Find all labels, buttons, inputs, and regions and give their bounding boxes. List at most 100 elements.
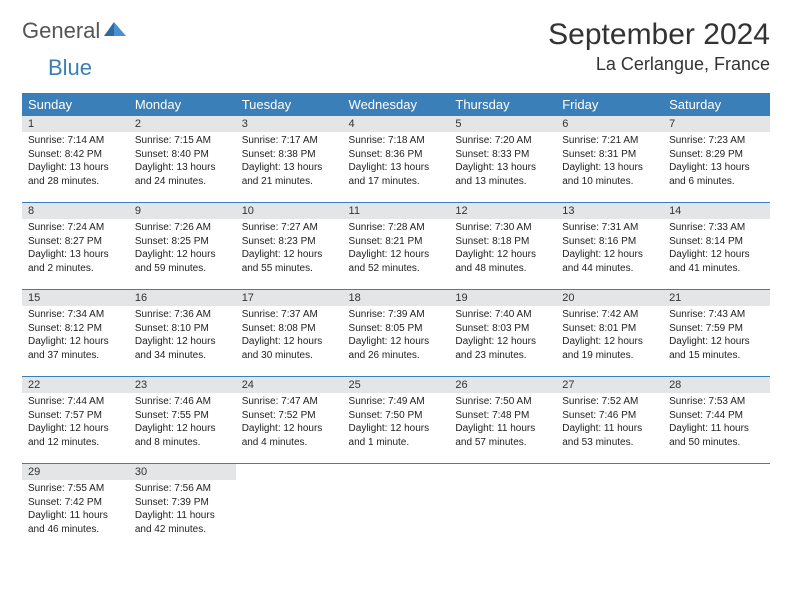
sunset-line: Sunset: 8:01 PM [562, 322, 657, 336]
daylight-line: Daylight: 12 hours and 52 minutes. [349, 248, 444, 275]
weekday-header: Friday [556, 93, 663, 116]
day-content: Sunrise: 7:28 AMSunset: 8:21 PMDaylight:… [343, 219, 450, 279]
sunrise-line: Sunrise: 7:53 AM [669, 395, 764, 409]
sunrise-line: Sunrise: 7:28 AM [349, 221, 444, 235]
sunset-line: Sunset: 7:48 PM [455, 409, 550, 423]
sunset-line: Sunset: 8:42 PM [28, 148, 123, 162]
location-label: La Cerlangue, France [548, 54, 770, 75]
calendar-day: 1Sunrise: 7:14 AMSunset: 8:42 PMDaylight… [22, 116, 129, 203]
sunrise-line: Sunrise: 7:21 AM [562, 134, 657, 148]
daylight-line: Daylight: 12 hours and 48 minutes. [455, 248, 550, 275]
sunset-line: Sunset: 8:08 PM [242, 322, 337, 336]
day-content: Sunrise: 7:36 AMSunset: 8:10 PMDaylight:… [129, 306, 236, 366]
day-number: 24 [236, 377, 343, 393]
sunrise-line: Sunrise: 7:40 AM [455, 308, 550, 322]
sunrise-line: Sunrise: 7:43 AM [669, 308, 764, 322]
day-number: 8 [22, 203, 129, 219]
daylight-line: Daylight: 13 hours and 10 minutes. [562, 161, 657, 188]
calendar-week: 1Sunrise: 7:14 AMSunset: 8:42 PMDaylight… [22, 116, 770, 203]
weekday-header: Thursday [449, 93, 556, 116]
calendar-day: 13Sunrise: 7:31 AMSunset: 8:16 PMDayligh… [556, 203, 663, 290]
calendar-day-empty [343, 464, 450, 551]
daylight-line: Daylight: 12 hours and 15 minutes. [669, 335, 764, 362]
day-number: 30 [129, 464, 236, 480]
sunset-line: Sunset: 8:33 PM [455, 148, 550, 162]
sunrise-line: Sunrise: 7:30 AM [455, 221, 550, 235]
sunrise-line: Sunrise: 7:44 AM [28, 395, 123, 409]
day-content: Sunrise: 7:31 AMSunset: 8:16 PMDaylight:… [556, 219, 663, 279]
day-number [236, 464, 343, 480]
day-content: Sunrise: 7:40 AMSunset: 8:03 PMDaylight:… [449, 306, 556, 366]
calendar-day: 14Sunrise: 7:33 AMSunset: 8:14 PMDayligh… [663, 203, 770, 290]
day-content: Sunrise: 7:24 AMSunset: 8:27 PMDaylight:… [22, 219, 129, 279]
day-number: 16 [129, 290, 236, 306]
daylight-line: Daylight: 12 hours and 44 minutes. [562, 248, 657, 275]
sunset-line: Sunset: 7:50 PM [349, 409, 444, 423]
calendar-day: 9Sunrise: 7:26 AMSunset: 8:25 PMDaylight… [129, 203, 236, 290]
day-number: 7 [663, 116, 770, 132]
sunset-line: Sunset: 7:44 PM [669, 409, 764, 423]
calendar-day-empty [663, 464, 770, 551]
daylight-line: Daylight: 12 hours and 19 minutes. [562, 335, 657, 362]
calendar-day-empty [556, 464, 663, 551]
calendar-day-empty [236, 464, 343, 551]
sunrise-line: Sunrise: 7:42 AM [562, 308, 657, 322]
day-number: 23 [129, 377, 236, 393]
calendar-day: 30Sunrise: 7:56 AMSunset: 7:39 PMDayligh… [129, 464, 236, 551]
sunset-line: Sunset: 7:57 PM [28, 409, 123, 423]
weekday-header: Monday [129, 93, 236, 116]
calendar-day: 16Sunrise: 7:36 AMSunset: 8:10 PMDayligh… [129, 290, 236, 377]
calendar-day: 12Sunrise: 7:30 AMSunset: 8:18 PMDayligh… [449, 203, 556, 290]
daylight-line: Daylight: 13 hours and 2 minutes. [28, 248, 123, 275]
sunset-line: Sunset: 7:52 PM [242, 409, 337, 423]
sunrise-line: Sunrise: 7:56 AM [135, 482, 230, 496]
day-content: Sunrise: 7:26 AMSunset: 8:25 PMDaylight:… [129, 219, 236, 279]
calendar-day: 2Sunrise: 7:15 AMSunset: 8:40 PMDaylight… [129, 116, 236, 203]
daylight-line: Daylight: 12 hours and 59 minutes. [135, 248, 230, 275]
daylight-line: Daylight: 12 hours and 12 minutes. [28, 422, 123, 449]
day-content: Sunrise: 7:23 AMSunset: 8:29 PMDaylight:… [663, 132, 770, 192]
day-content: Sunrise: 7:46 AMSunset: 7:55 PMDaylight:… [129, 393, 236, 453]
daylight-line: Daylight: 12 hours and 26 minutes. [349, 335, 444, 362]
calendar-day: 29Sunrise: 7:55 AMSunset: 7:42 PMDayligh… [22, 464, 129, 551]
day-number: 27 [556, 377, 663, 393]
calendar-day: 17Sunrise: 7:37 AMSunset: 8:08 PMDayligh… [236, 290, 343, 377]
day-number: 15 [22, 290, 129, 306]
day-content: Sunrise: 7:49 AMSunset: 7:50 PMDaylight:… [343, 393, 450, 453]
sunrise-line: Sunrise: 7:31 AM [562, 221, 657, 235]
sunrise-line: Sunrise: 7:50 AM [455, 395, 550, 409]
sunset-line: Sunset: 8:31 PM [562, 148, 657, 162]
logo-text-1: General [22, 18, 100, 44]
sunrise-line: Sunrise: 7:39 AM [349, 308, 444, 322]
calendar-week: 22Sunrise: 7:44 AMSunset: 7:57 PMDayligh… [22, 377, 770, 464]
calendar-day-empty [449, 464, 556, 551]
sunset-line: Sunset: 8:16 PM [562, 235, 657, 249]
day-number: 14 [663, 203, 770, 219]
calendar-day: 18Sunrise: 7:39 AMSunset: 8:05 PMDayligh… [343, 290, 450, 377]
day-number: 18 [343, 290, 450, 306]
calendar-day: 22Sunrise: 7:44 AMSunset: 7:57 PMDayligh… [22, 377, 129, 464]
day-content: Sunrise: 7:56 AMSunset: 7:39 PMDaylight:… [129, 480, 236, 540]
day-content: Sunrise: 7:55 AMSunset: 7:42 PMDaylight:… [22, 480, 129, 540]
sunrise-line: Sunrise: 7:17 AM [242, 134, 337, 148]
logo-text-2: Blue [48, 55, 92, 81]
daylight-line: Daylight: 13 hours and 17 minutes. [349, 161, 444, 188]
sunrise-line: Sunrise: 7:47 AM [242, 395, 337, 409]
calendar-day: 15Sunrise: 7:34 AMSunset: 8:12 PMDayligh… [22, 290, 129, 377]
calendar-day: 3Sunrise: 7:17 AMSunset: 8:38 PMDaylight… [236, 116, 343, 203]
daylight-line: Daylight: 11 hours and 46 minutes. [28, 509, 123, 536]
day-content: Sunrise: 7:53 AMSunset: 7:44 PMDaylight:… [663, 393, 770, 453]
logo-mark-icon [104, 20, 126, 43]
sunrise-line: Sunrise: 7:23 AM [669, 134, 764, 148]
sunset-line: Sunset: 8:40 PM [135, 148, 230, 162]
calendar-day: 23Sunrise: 7:46 AMSunset: 7:55 PMDayligh… [129, 377, 236, 464]
sunset-line: Sunset: 8:25 PM [135, 235, 230, 249]
calendar-day: 28Sunrise: 7:53 AMSunset: 7:44 PMDayligh… [663, 377, 770, 464]
daylight-line: Daylight: 11 hours and 57 minutes. [455, 422, 550, 449]
sunset-line: Sunset: 7:55 PM [135, 409, 230, 423]
sunset-line: Sunset: 8:29 PM [669, 148, 764, 162]
sunset-line: Sunset: 8:23 PM [242, 235, 337, 249]
day-content: Sunrise: 7:34 AMSunset: 8:12 PMDaylight:… [22, 306, 129, 366]
sunset-line: Sunset: 8:03 PM [455, 322, 550, 336]
calendar-day: 7Sunrise: 7:23 AMSunset: 8:29 PMDaylight… [663, 116, 770, 203]
